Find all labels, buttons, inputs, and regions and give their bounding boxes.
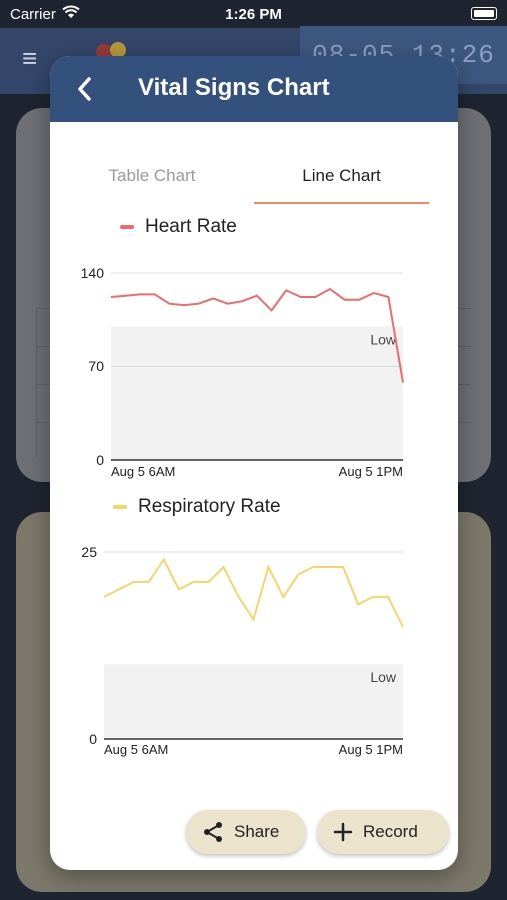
respiratory-rate-chart: Respiratory Rate Low 25 0 Aug 5 6AM Aug … [50, 484, 458, 774]
tab-label: Table Chart [108, 166, 196, 185]
tab-label: Line Chart [302, 166, 381, 185]
heart-rate-plot: Low 140 70 0 Aug 5 6AM Aug 5 1PM [81, 265, 404, 479]
y-tick-label: 25 [81, 544, 97, 560]
active-tab-indicator [254, 202, 429, 204]
modal-title: Vital Signs Chart [138, 74, 330, 101]
back-arrow-icon[interactable] [68, 72, 102, 106]
low-band-label: Low [370, 669, 397, 685]
y-tick-label: 0 [89, 731, 97, 747]
y-tick-label: 70 [88, 358, 104, 374]
heart-rate-legend-swatch [120, 225, 134, 229]
respiratory-rate-legend-swatch [113, 505, 127, 509]
battery-icon [471, 7, 497, 20]
respiratory-rate-legend: Respiratory Rate [138, 496, 281, 517]
low-band [104, 664, 403, 739]
x-tick-label: Aug 5 6AM [111, 464, 175, 479]
record-label: Record [363, 822, 418, 841]
wifi-icon [62, 5, 80, 18]
x-tick-label: Aug 5 1PM [339, 464, 403, 479]
status-time: 1:26 PM [225, 6, 282, 23]
low-band-label: Low [370, 331, 397, 347]
heart-rate-series-line [110, 287, 404, 383]
x-tick-label: Aug 5 1PM [339, 742, 403, 757]
carrier-label: Carrier [10, 6, 56, 23]
heart-rate-legend: Heart Rate [145, 216, 237, 237]
share-icon [204, 822, 222, 842]
vital-signs-modal: Vital Signs Chart Table Chart Line Chart… [50, 56, 458, 870]
y-tick-label: 0 [96, 452, 104, 468]
y-tick-label: 140 [81, 265, 105, 281]
x-tick-label: Aug 5 6AM [104, 742, 168, 757]
plus-icon [333, 822, 353, 842]
modal-header: Vital Signs Chart [50, 56, 458, 122]
tab-bar: Table Chart Line Chart [50, 122, 458, 204]
respiratory-rate-series-line [103, 557, 404, 628]
menu-icon: ≡ [22, 43, 38, 73]
share-button[interactable]: Share [186, 810, 306, 854]
record-button[interactable]: Record [317, 810, 449, 854]
heart-rate-chart: Heart Rate Low 140 70 0 Aug 5 6AM Aug 5 … [50, 204, 458, 494]
share-label: Share [234, 822, 280, 841]
respiratory-rate-plot: Low 25 0 Aug 5 6AM Aug 5 1PM [81, 544, 404, 757]
tab-line-chart[interactable]: Line Chart [254, 122, 429, 204]
tab-table-chart[interactable]: Table Chart [50, 122, 254, 204]
low-band [111, 326, 403, 460]
status-bar: Carrier 1:26 PM [0, 0, 507, 28]
